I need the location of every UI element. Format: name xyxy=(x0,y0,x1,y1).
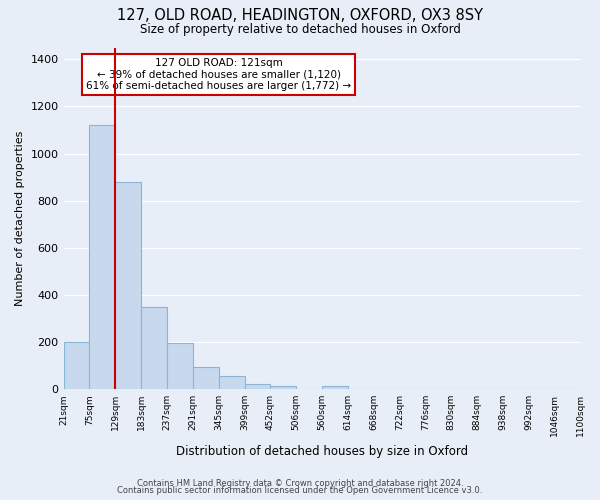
Bar xyxy=(167,343,193,389)
Bar xyxy=(270,386,296,389)
Bar xyxy=(322,386,347,389)
Bar xyxy=(141,306,167,389)
Bar xyxy=(115,182,141,389)
Text: Contains HM Land Registry data © Crown copyright and database right 2024.: Contains HM Land Registry data © Crown c… xyxy=(137,478,463,488)
Text: Contains public sector information licensed under the Open Government Licence v3: Contains public sector information licen… xyxy=(118,486,482,495)
Bar xyxy=(219,376,245,389)
Text: Size of property relative to detached houses in Oxford: Size of property relative to detached ho… xyxy=(140,22,460,36)
Text: 127 OLD ROAD: 121sqm
← 39% of detached houses are smaller (1,120)
61% of semi-de: 127 OLD ROAD: 121sqm ← 39% of detached h… xyxy=(86,58,351,91)
Bar xyxy=(64,342,89,389)
Text: 127, OLD ROAD, HEADINGTON, OXFORD, OX3 8SY: 127, OLD ROAD, HEADINGTON, OXFORD, OX3 8… xyxy=(117,8,483,22)
Bar xyxy=(89,126,115,389)
X-axis label: Distribution of detached houses by size in Oxford: Distribution of detached houses by size … xyxy=(176,444,468,458)
Y-axis label: Number of detached properties: Number of detached properties xyxy=(15,130,25,306)
Bar xyxy=(245,384,270,389)
Bar xyxy=(193,367,219,389)
